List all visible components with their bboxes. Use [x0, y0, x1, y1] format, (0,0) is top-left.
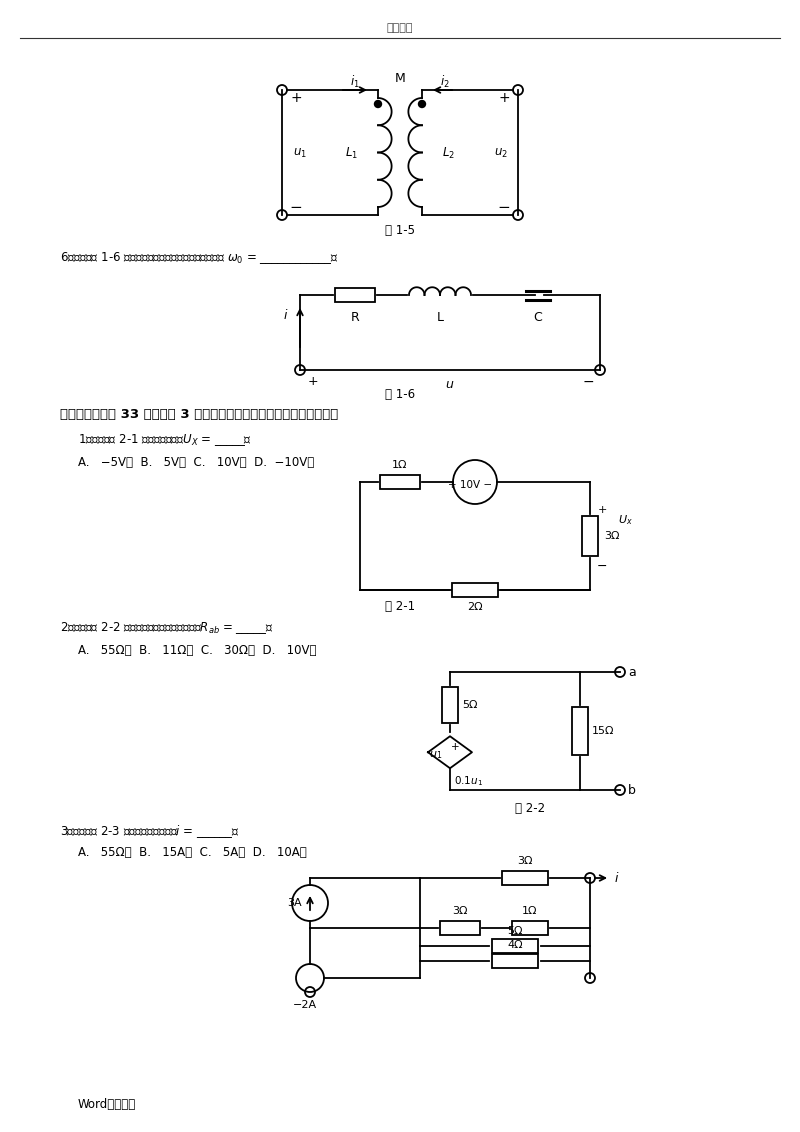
Text: −: −: [290, 200, 302, 215]
Bar: [512, 921, 548, 935]
Text: 3、电路如图 2-3 所示，电路中的电流$i$ = ______。: 3、电路如图 2-3 所示，电路中的电流$i$ = ______。: [60, 824, 240, 840]
Text: A.   55Ω；  B.   11Ω；  C.   30Ω；  D.   10V；: A. 55Ω； B. 11Ω； C. 30Ω； D. 10V；: [78, 643, 317, 657]
Bar: [582, 516, 598, 556]
Text: 4Ω: 4Ω: [507, 941, 523, 951]
Text: −: −: [498, 200, 510, 215]
Text: $i_2$: $i_2$: [440, 74, 450, 91]
Text: 3Ω: 3Ω: [452, 906, 468, 916]
Text: 1Ω: 1Ω: [522, 906, 538, 916]
Text: C: C: [534, 311, 542, 324]
Text: 1、电路如图 2-1 所示，电路中的$U_X$ = _____。: 1、电路如图 2-1 所示，电路中的$U_X$ = _____。: [78, 432, 252, 448]
Text: 5Ω: 5Ω: [462, 700, 478, 710]
Text: 3Ω: 3Ω: [604, 531, 619, 541]
Text: $i$: $i$: [282, 308, 288, 321]
Text: −2A: −2A: [293, 1000, 317, 1010]
Text: $u_2$: $u_2$: [494, 146, 508, 160]
Bar: [492, 953, 538, 968]
Text: 可编辑版: 可编辑版: [386, 23, 414, 33]
Text: 3Ω: 3Ω: [518, 856, 533, 866]
Text: R: R: [350, 311, 359, 324]
Text: 3A: 3A: [287, 898, 302, 908]
Bar: [502, 871, 548, 885]
Text: M: M: [394, 71, 406, 85]
Text: $i_1$: $i_1$: [350, 74, 360, 91]
Bar: [380, 475, 420, 489]
Text: 图 1-6: 图 1-6: [385, 388, 415, 402]
Bar: [440, 921, 480, 935]
Bar: [442, 687, 458, 723]
Bar: [572, 708, 588, 755]
Circle shape: [374, 101, 382, 108]
Text: $u_1$: $u_1$: [429, 749, 442, 761]
Text: +: +: [598, 505, 606, 515]
Text: $0.1u_1$: $0.1u_1$: [454, 774, 483, 788]
Text: + 10V −: + 10V −: [448, 480, 492, 490]
Circle shape: [418, 101, 426, 108]
Text: 15Ω: 15Ω: [592, 726, 614, 736]
Text: +: +: [290, 91, 302, 105]
Text: A.   55Ω；  B.   15A；  C.   5A；  D.   10A；: A. 55Ω； B. 15A； C. 5A； D. 10A；: [78, 846, 306, 858]
Text: +: +: [308, 375, 318, 388]
Text: 2Ω: 2Ω: [467, 602, 483, 612]
Text: 1Ω: 1Ω: [392, 460, 408, 470]
Text: Word完美格式: Word完美格式: [78, 1098, 136, 1112]
Text: $U_x$: $U_x$: [618, 513, 633, 526]
Text: $u_1$: $u_1$: [293, 146, 307, 160]
Text: A.   −5V；  B.   5V；  C.   10V；  D.  −10V；: A. −5V； B. 5V； C. 10V； D. −10V；: [78, 455, 314, 469]
Text: 二、选择题（共 33 分，每题 3 分，答案填在答案卡内，填在别处无效）: 二、选择题（共 33 分，每题 3 分，答案填在答案卡内，填在别处无效）: [60, 409, 338, 421]
Text: $L_2$: $L_2$: [442, 145, 455, 161]
Bar: [492, 938, 538, 952]
Text: $i$: $i$: [614, 871, 619, 885]
Text: $u$: $u$: [446, 378, 454, 391]
Text: 图 1-5: 图 1-5: [385, 223, 415, 237]
Text: 图 2-2: 图 2-2: [515, 801, 545, 815]
Bar: [452, 583, 498, 597]
Text: 6、电路如图 1-6 所示，当电路发生谐振时，谐振的频率 $\omega_0$ = ____________。: 6、电路如图 1-6 所示，当电路发生谐振时，谐振的频率 $\omega_0$ …: [60, 250, 338, 266]
Text: −: −: [582, 375, 594, 389]
Text: +: +: [450, 743, 459, 753]
Bar: [335, 288, 375, 302]
Text: L: L: [437, 311, 443, 324]
Text: −: −: [597, 559, 607, 573]
Text: $L_1$: $L_1$: [345, 145, 358, 161]
Text: a: a: [628, 666, 636, 678]
Text: 图 2-1: 图 2-1: [385, 600, 415, 614]
Text: 2、电路如图 2-2 所示，电路一端口的输入电阻$R_{ab}$ = _____。: 2、电路如图 2-2 所示，电路一端口的输入电阻$R_{ab}$ = _____…: [60, 620, 274, 636]
Text: b: b: [628, 783, 636, 797]
Text: +: +: [498, 91, 510, 105]
Text: 5Ω: 5Ω: [507, 926, 522, 935]
